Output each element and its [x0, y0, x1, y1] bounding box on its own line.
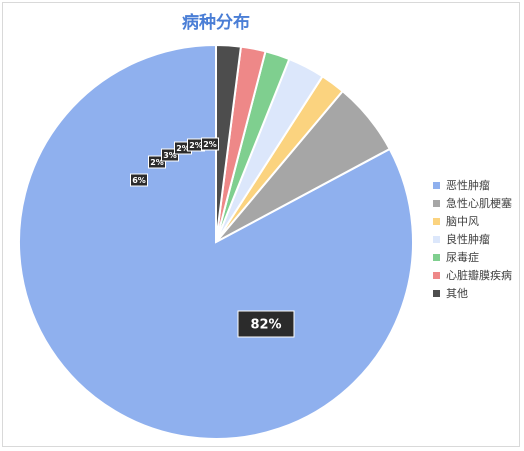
- legend-item-7: 其他: [433, 284, 512, 302]
- data-label-text: 2%: [203, 140, 217, 149]
- legend-label: 其他: [446, 287, 468, 300]
- legend-label: 恶性肿瘤: [446, 179, 490, 192]
- chart-legend: 恶性肿瘤急性心肌梗塞 脑中风良性肿瘤尿毒症心脏瓣膜疾病 其他: [433, 176, 512, 302]
- data-label-text: 2%: [176, 144, 190, 153]
- data-label-box: [130, 173, 148, 187]
- data-label-text: 3%: [163, 151, 177, 160]
- legend-swatch: [433, 289, 440, 297]
- pie-slice-7: [215, 43, 243, 243]
- chart-title: 病种分布: [182, 13, 250, 33]
- legend-swatch: [433, 199, 440, 207]
- data-label-1: 82%: [237, 310, 295, 338]
- data-label-text: 82%: [250, 318, 281, 333]
- legend-swatch: [433, 181, 440, 189]
- legend-item-4: 良性肿瘤: [433, 230, 512, 248]
- data-label-text: 2%: [189, 141, 203, 150]
- data-label-text: 6%: [132, 176, 146, 185]
- legend-item-5: 尿毒症: [433, 248, 512, 266]
- data-label-box: [201, 137, 219, 151]
- legend-item-1: 恶性肿瘤: [433, 176, 512, 194]
- legend-swatch: [433, 217, 440, 225]
- data-label-text: 2%: [150, 158, 164, 167]
- data-label-7: 2%: [201, 137, 219, 151]
- legend-label: 心脏瓣膜疾病: [446, 269, 512, 282]
- data-label-box: [237, 310, 295, 338]
- legend-item-2: 急性心肌梗塞: [433, 194, 512, 212]
- legend-label: 脑中风: [446, 215, 479, 228]
- legend-label: 良性肿瘤: [446, 233, 490, 246]
- legend-item-6: 心脏瓣膜疾病: [433, 266, 512, 284]
- legend-item-3: 脑中风: [433, 212, 512, 230]
- legend-label: 急性心肌梗塞: [446, 197, 512, 210]
- data-label-2: 6%: [130, 173, 148, 187]
- legend-label: 尿毒症: [446, 251, 479, 264]
- legend-swatch: [433, 253, 440, 261]
- legend-swatch: [433, 235, 440, 243]
- legend-swatch: [433, 271, 440, 279]
